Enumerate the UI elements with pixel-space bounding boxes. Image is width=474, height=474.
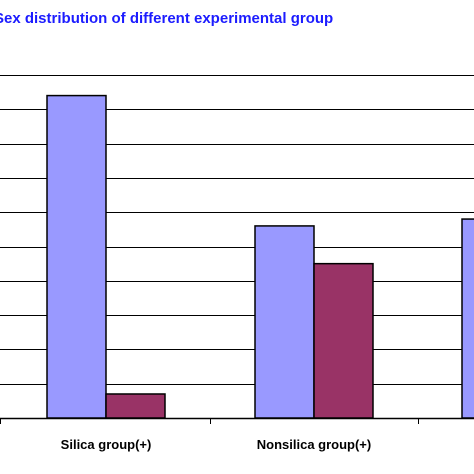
bar-series-2-category-1 — [105, 393, 166, 419]
chart-title: Sex distribution of different experiment… — [0, 10, 334, 27]
bar-series-2-category-2 — [313, 262, 374, 419]
bar-series-1-category-1 — [46, 94, 107, 419]
category-labels: Silica group(+) Nonsilica group(+) — [61, 437, 372, 452]
category-label: Silica group(+) — [61, 437, 152, 452]
bars — [46, 94, 474, 419]
bar-series-1-category-2 — [254, 225, 315, 419]
category-label: Nonsilica group(+) — [257, 437, 371, 452]
axes — [0, 417, 474, 424]
bar-series-1-category-3 — [461, 218, 474, 419]
